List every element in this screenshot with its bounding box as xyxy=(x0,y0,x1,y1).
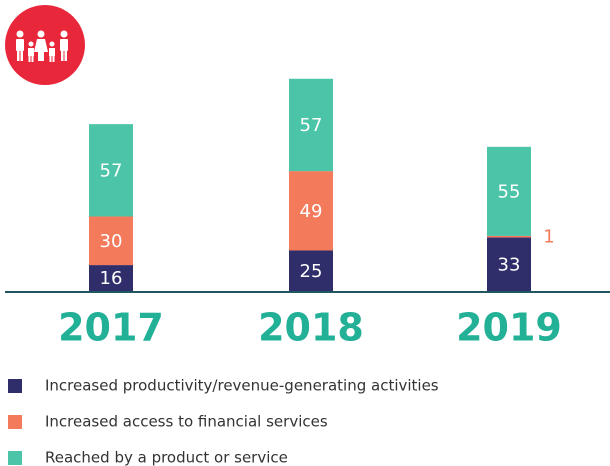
legend-swatch xyxy=(8,451,22,465)
legend-swatch xyxy=(8,415,22,429)
value-label: 25 xyxy=(300,261,323,282)
value-label: 16 xyxy=(100,268,123,289)
bar-segment xyxy=(89,124,133,217)
value-label: 57 xyxy=(100,160,123,181)
x-tick-label: 2018 xyxy=(258,306,364,350)
x-tick-label: 2017 xyxy=(58,306,164,350)
bar-segment xyxy=(487,146,531,236)
legend-label: Increased access to financial services xyxy=(45,413,328,431)
legend-label: Increased productivity/revenue-generatin… xyxy=(45,377,439,395)
legend-swatch xyxy=(8,379,22,393)
bar-segment xyxy=(89,216,133,266)
bar-segment xyxy=(487,237,531,291)
bar-segment xyxy=(289,171,333,251)
bar-segment xyxy=(487,235,531,238)
value-label: 30 xyxy=(100,231,123,252)
bar-segment xyxy=(89,265,133,291)
x-tick-label: 2019 xyxy=(456,306,562,350)
bar-segment xyxy=(289,78,333,172)
value-label: 49 xyxy=(300,201,323,222)
value-label: 1 xyxy=(543,227,554,248)
legend-label: Reached by a product or service xyxy=(45,449,288,466)
bar-segment xyxy=(289,250,333,291)
value-label: 55 xyxy=(498,181,521,202)
value-label: 33 xyxy=(498,254,521,275)
value-label: 57 xyxy=(300,115,323,136)
family-icon xyxy=(5,5,85,85)
